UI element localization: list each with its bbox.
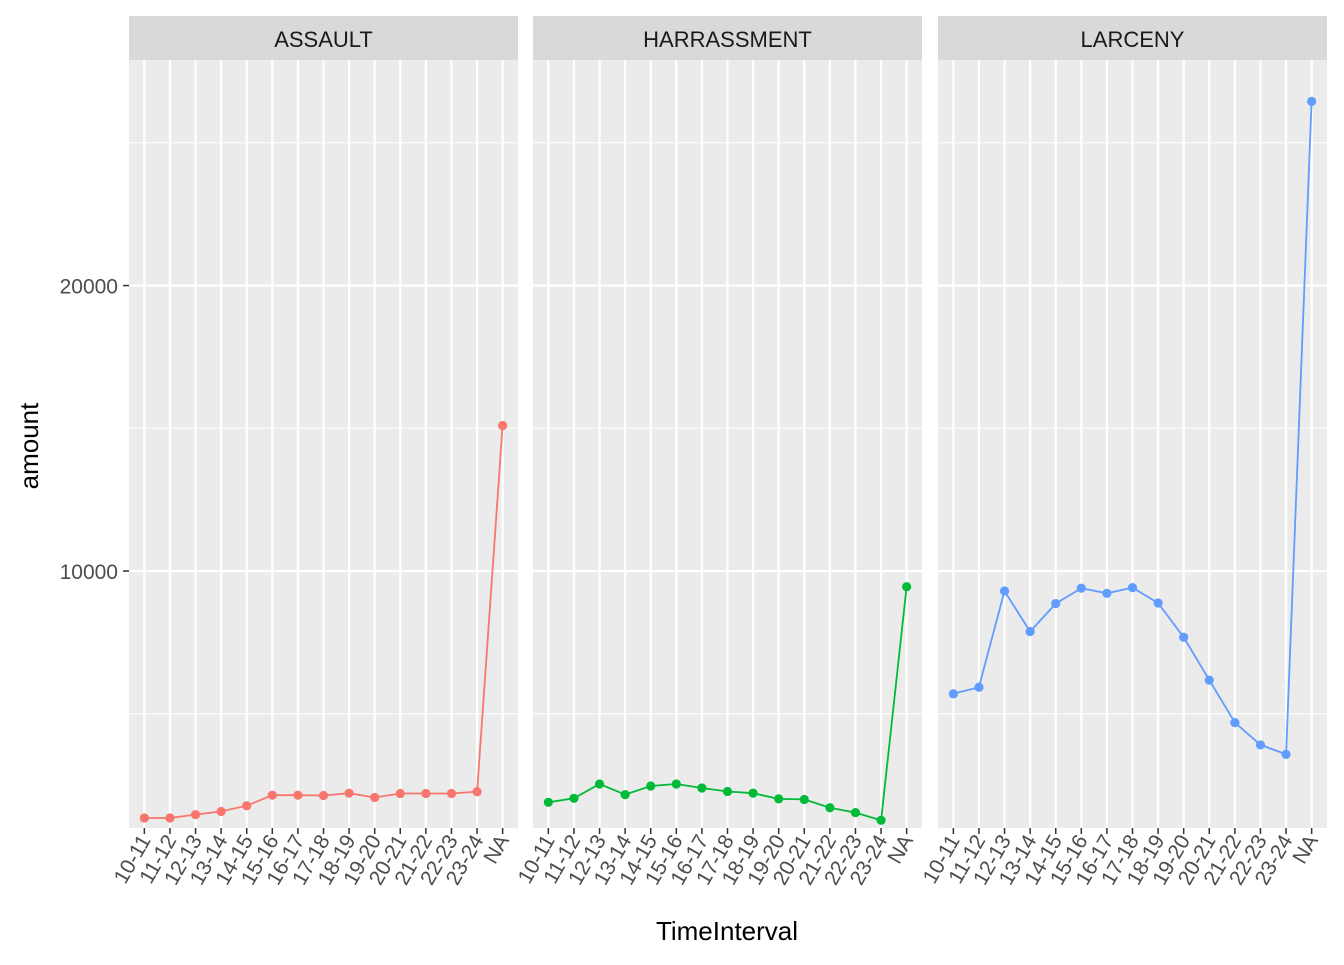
data-point [1025, 626, 1035, 637]
data-point [1230, 718, 1240, 728]
data-point [876, 815, 886, 825]
data-point [395, 788, 405, 799]
data-point [1102, 588, 1112, 598]
facet-strip-label: HARRASSMENT [643, 27, 812, 52]
data-point [1076, 583, 1086, 593]
data-point [1179, 632, 1189, 642]
y-axis-title: amount [14, 402, 44, 489]
panel-assault: ASSAULT10-1111-1212-1313-1414-1515-1616-… [110, 16, 518, 889]
data-point [543, 797, 553, 807]
data-point [370, 792, 380, 803]
x-tick-label: NA [883, 831, 918, 868]
data-point [267, 790, 277, 800]
facet-strip-label: ASSAULT [274, 27, 373, 52]
data-point [748, 788, 758, 798]
data-point [1307, 96, 1317, 106]
data-point [850, 807, 861, 818]
data-point [722, 786, 733, 797]
facet-strip [129, 16, 518, 60]
data-point [446, 788, 457, 799]
data-point [948, 689, 958, 699]
data-point [472, 787, 482, 797]
panel-larceny: LARCENY10-1111-1212-1313-1414-1515-1616-… [919, 16, 1327, 889]
facet-strip-label: LARCENY [1081, 27, 1185, 52]
data-point [1281, 749, 1291, 759]
data-point [318, 790, 329, 801]
data-point [498, 420, 508, 431]
x-tick-label: NA [1288, 831, 1323, 868]
x-tick-label: NA [479, 831, 514, 868]
data-point [974, 682, 984, 692]
data-point [799, 794, 809, 805]
data-point [1153, 598, 1163, 608]
data-point [569, 793, 579, 803]
panels-layer: ASSAULT10-1111-1212-1313-1414-1515-1616-… [110, 16, 1327, 889]
data-point [671, 779, 681, 789]
y-tick-label: 20000 [60, 276, 118, 299]
data-point [646, 781, 656, 791]
data-point [902, 582, 912, 592]
data-point [344, 788, 354, 798]
data-point [1255, 740, 1266, 750]
data-point [1204, 675, 1214, 685]
x-axis-title: TimeInterval [656, 916, 798, 946]
data-point [825, 803, 835, 813]
y-tick-label: 10000 [60, 561, 118, 584]
facet-strip [938, 16, 1327, 60]
data-point [594, 779, 605, 789]
data-point [774, 794, 784, 804]
data-point [1127, 583, 1138, 593]
data-point [293, 790, 303, 800]
facet-strip [533, 16, 922, 60]
data-point [1051, 598, 1061, 609]
data-point [999, 586, 1010, 596]
panel-harrassment: HARRASSMENT10-1111-1212-1313-1414-1515-1… [514, 16, 922, 889]
data-point [190, 809, 201, 820]
data-point [421, 788, 431, 799]
data-point [697, 783, 707, 793]
data-point [242, 801, 252, 811]
y-axis: 10000 20000 [60, 276, 129, 584]
data-point [620, 789, 630, 800]
data-point [139, 813, 149, 823]
data-point [165, 813, 175, 823]
data-point [216, 806, 226, 817]
